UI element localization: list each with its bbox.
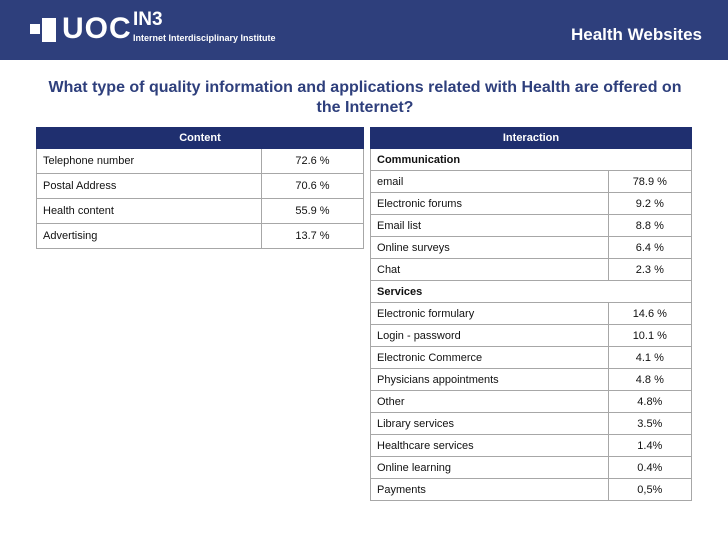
row-label: Library services xyxy=(370,412,609,435)
row-value: 1.4% xyxy=(607,434,693,457)
table-row: Physicians appointments 4.8 % xyxy=(370,368,693,391)
table-row: Health content 55.9 % xyxy=(36,198,365,224)
question-heading: What type of quality information and app… xyxy=(48,79,682,116)
row-label: Advertising xyxy=(36,223,262,249)
content-table-header: Content xyxy=(36,127,364,149)
row-value: 9.2 % xyxy=(607,192,693,215)
table-row: Advertising 13.7 % xyxy=(36,223,365,249)
row-value: 13.7 % xyxy=(260,223,365,249)
row-label: Telephone number xyxy=(36,148,262,174)
slide-title: Health Websites xyxy=(570,25,702,44)
table-row: Electronic forums 9.2 % xyxy=(370,192,693,215)
row-label: Payments xyxy=(370,478,609,501)
row-value: 55.9 % xyxy=(260,198,365,224)
row-label: Physicians appointments xyxy=(370,368,609,391)
row-label: email xyxy=(370,170,609,193)
table-row: Email list 8.8 % xyxy=(370,214,693,237)
row-value: 0.4% xyxy=(607,456,693,479)
table-row: Postal Address 70.6 % xyxy=(36,173,365,199)
table-row: Other 4.8% xyxy=(370,390,693,413)
row-label: Electronic formulary xyxy=(370,302,609,325)
table-row: Online surveys 6.4 % xyxy=(370,236,693,259)
interaction-table: Interaction Communication email 78.9 % E… xyxy=(370,127,693,501)
table-row: email 78.9 % xyxy=(370,170,693,193)
row-value: 72.6 % xyxy=(260,148,365,174)
table-row: Login - password 10.1 % xyxy=(370,324,693,347)
row-value: 14.6 % xyxy=(607,302,693,325)
section-label: Communication xyxy=(370,148,692,171)
row-value: 6.4 % xyxy=(607,236,693,259)
row-value: 10.1 % xyxy=(607,324,693,347)
uoc-logo-icon xyxy=(30,18,56,42)
logo-in3-subtitle: Internet Interdisciplinary Institute xyxy=(133,33,276,43)
table-row: Payments 0,5% xyxy=(370,478,693,501)
row-label: Chat xyxy=(370,258,609,281)
row-value: 70.6 % xyxy=(260,173,365,199)
logo-uoc-text: UOC xyxy=(62,12,132,45)
row-label: Healthcare services xyxy=(370,434,609,457)
content-table: Content Telephone number 72.6 % Postal A… xyxy=(36,127,365,249)
section-label: Services xyxy=(370,280,692,303)
table-row: Electronic formulary 14.6 % xyxy=(370,302,693,325)
row-value: 8.8 % xyxy=(607,214,693,237)
row-label: Login - password xyxy=(370,324,609,347)
row-value: 0,5% xyxy=(607,478,693,501)
table-row: Telephone number 72.6 % xyxy=(36,148,365,174)
section-row-services: Services xyxy=(370,280,692,303)
table-row: Healthcare services 1.4% xyxy=(370,434,693,457)
row-label: Postal Address xyxy=(36,173,262,199)
row-label: Online learning xyxy=(370,456,609,479)
section-row-communication: Communication xyxy=(370,148,692,171)
row-label: Electronic forums xyxy=(370,192,609,215)
row-value: 3.5% xyxy=(607,412,693,435)
header-bar: UOC IN3 Internet Interdisciplinary Insti… xyxy=(0,0,728,60)
table-row: Electronic Commerce 4.1 % xyxy=(370,346,693,369)
table-row: Online learning 0.4% xyxy=(370,456,693,479)
row-value: 4.8% xyxy=(607,390,693,413)
row-label: Other xyxy=(370,390,609,413)
row-label: Electronic Commerce xyxy=(370,346,609,369)
row-label: Health content xyxy=(36,198,262,224)
interaction-table-header: Interaction xyxy=(370,127,692,149)
row-label: Online surveys xyxy=(370,236,609,259)
logo-in3-text: IN3 xyxy=(133,9,163,30)
row-value: 78.9 % xyxy=(607,170,693,193)
row-label: Email list xyxy=(370,214,609,237)
row-value: 2.3 % xyxy=(607,258,693,281)
table-row: Chat 2.3 % xyxy=(370,258,693,281)
row-value: 4.8 % xyxy=(607,368,693,391)
table-row: Library services 3.5% xyxy=(370,412,693,435)
row-value: 4.1 % xyxy=(607,346,693,369)
